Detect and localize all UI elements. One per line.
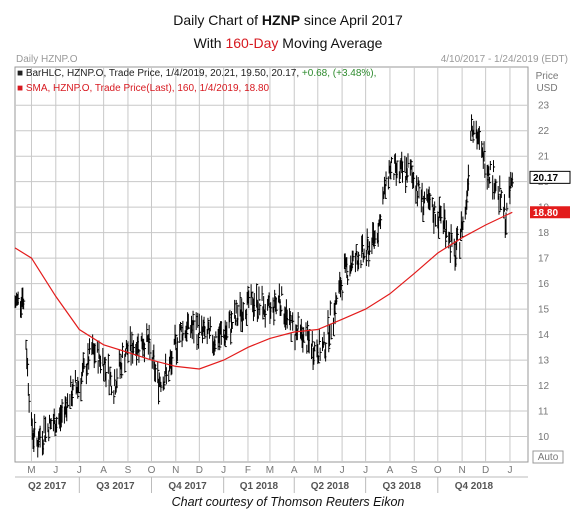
last-price-badge xyxy=(529,170,571,184)
y-tick-label: 13 xyxy=(538,356,550,367)
x-tick-label: D xyxy=(482,465,489,476)
x-tick-label: J xyxy=(77,465,82,476)
y-tick-label: 11 xyxy=(538,407,549,418)
x-tick-label: M xyxy=(314,465,322,476)
y-tick-label: 15 xyxy=(538,305,550,316)
x-tick-label: J xyxy=(53,465,58,476)
last-sma-badge xyxy=(530,206,570,219)
x-tick-label: J xyxy=(507,465,512,476)
y-tick-label: 17 xyxy=(538,254,550,265)
x-tick-label: N xyxy=(458,465,465,476)
x-tick-label: S xyxy=(125,465,132,476)
quarter-label: Q1 2018 xyxy=(240,481,279,492)
last-price-label: 20.17 xyxy=(533,173,558,184)
legend-sma-icon: ■ xyxy=(17,83,24,94)
plot-frame xyxy=(14,66,529,463)
x-tick-label: O xyxy=(148,465,156,476)
x-tick-label: A xyxy=(291,465,298,476)
chart-grid xyxy=(14,66,529,463)
x-tick-label: J xyxy=(363,465,368,476)
x-tick-label: D xyxy=(196,465,203,476)
quarter-label: Q4 2018 xyxy=(455,481,494,492)
date-range-header: 4/10/2017 - 1/24/2019 (EDT) xyxy=(440,54,568,65)
y-tick-label: 21 xyxy=(538,152,550,163)
legend-price-icon: ■ xyxy=(17,68,24,79)
y-axis: 1011121314151617181920212223 xyxy=(538,101,550,443)
chart-title-line1: Daily Chart of HZNP since April 2017 xyxy=(173,12,403,28)
instrument-header: Daily HZNP.O xyxy=(16,54,78,65)
x-tick-label: A xyxy=(100,465,107,476)
quarter-label: Q3 2017 xyxy=(96,481,135,492)
last-sma-label: 18.80 xyxy=(533,208,558,219)
price-bars xyxy=(14,114,514,458)
chart-credit: Chart courtesy of Thomson Reuters Eikon xyxy=(171,495,405,509)
auto-label[interactable]: Auto xyxy=(538,452,559,463)
quarter-label: Q2 2017 xyxy=(28,481,67,492)
x-tick-label: F xyxy=(245,465,251,476)
x-tick-label: M xyxy=(266,465,274,476)
y-tick-label: 14 xyxy=(538,330,550,341)
y-tick-label: 16 xyxy=(538,279,550,290)
chart-title-line2: With 160-Day Moving Average xyxy=(193,35,383,51)
x-tick-label: M xyxy=(27,465,35,476)
x-tick-label: J xyxy=(221,465,226,476)
sma-line xyxy=(14,211,513,370)
x-tick-label: S xyxy=(411,465,418,476)
y-tick-label: 18 xyxy=(538,228,550,239)
y-tick-label: 12 xyxy=(538,381,550,392)
y-tick-label: 22 xyxy=(538,126,550,137)
currency-axis-label: USD xyxy=(536,83,557,94)
legend-price: ■ BarHLC, HZNP.O, Trade Price, 1/4/2019,… xyxy=(17,68,377,79)
x-tick-label: O xyxy=(434,465,442,476)
price-axis-label: Price xyxy=(536,71,559,82)
x-tick-label: J xyxy=(340,465,345,476)
quarter-label: Q2 2018 xyxy=(311,481,350,492)
quarter-label: Q4 2017 xyxy=(168,481,207,492)
auto-button[interactable] xyxy=(532,450,564,464)
y-tick-label: 10 xyxy=(538,432,550,443)
price-badges: 20.17 18.80 xyxy=(529,170,571,219)
x-tick-label: A xyxy=(387,465,394,476)
y-tick-label: 23 xyxy=(538,101,550,112)
x-axis: M J J A S O N D J F M A M J J A S O N D J Q2 2017 Q3 2017 Q4 20… xyxy=(15,465,528,493)
quarter-label: Q3 2018 xyxy=(383,481,422,492)
legend-sma: ■ SMA, HZNP.O, Trade Price(Last), 160, 1… xyxy=(17,83,270,94)
x-tick-label: N xyxy=(172,465,179,476)
